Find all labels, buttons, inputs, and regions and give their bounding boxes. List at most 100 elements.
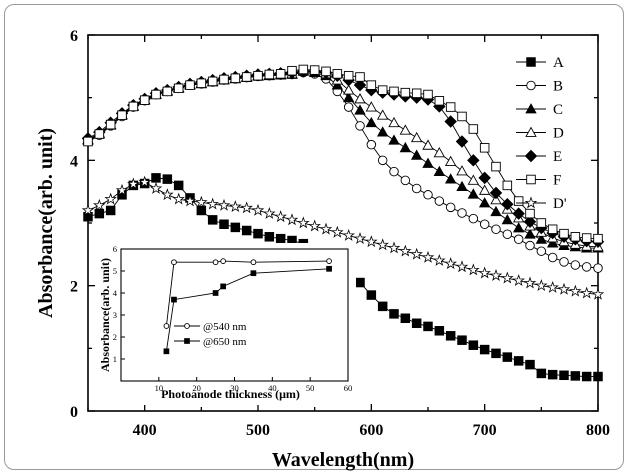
data-point [343,70,354,81]
data-point [342,91,355,103]
data-point [457,208,467,218]
data-point [502,352,513,362]
data-point [501,271,514,284]
data-point [275,69,286,79]
inset-data-point [171,259,177,266]
data-point [115,183,129,196]
data-point [219,74,229,85]
inset-plot: 10 20 30 40 50 60 1 2 3 4 5 6 Photoanode thickness (… [98,244,352,401]
data-point [444,257,457,270]
data-point [161,188,174,201]
data-point [376,238,389,251]
x-tick-label: 600 [359,422,383,439]
data-point [559,257,569,267]
data-point [445,102,456,112]
inset-series-540nm [163,258,332,329]
data-point [173,83,184,94]
data-point [457,111,467,122]
data-point [399,124,412,135]
data-point [94,129,105,139]
inset-legend-label: @540 nm [203,321,247,333]
data-point [525,240,535,251]
inset-x-tick-label: 50 [306,383,315,393]
data-point [217,198,231,211]
inset-y-tick-label: 1 [113,354,117,364]
data-point [185,80,195,90]
data-point [445,202,456,213]
data-point [546,237,559,248]
inset-legend-marker [184,338,190,344]
data-point [491,161,501,172]
data-point [128,101,139,112]
inset-data-point [220,258,227,264]
data-point [434,196,445,206]
data-point [423,190,433,200]
data-point [263,207,276,219]
data-point [308,219,321,232]
data-point [389,86,399,97]
data-point [377,85,388,95]
inset-y-tick-label: 4 [113,288,118,298]
data-point [557,282,571,295]
data-point [389,166,399,177]
data-point [512,222,525,233]
data-point [501,213,514,225]
inset-legend: @540 nm @650 nm [174,321,247,348]
data-point [479,143,490,153]
data-point [183,194,197,207]
data-point [253,228,263,239]
legend-label: E [553,149,562,165]
legend-marker [525,103,537,114]
legend-label: B [553,79,563,95]
data-point [468,213,479,224]
data-point [591,287,605,300]
data-point [593,233,603,244]
inset-x-tick-label: 10 [155,383,164,393]
data-point [423,321,433,332]
data-point [444,173,457,184]
series-line [87,69,599,240]
data-point [513,196,524,206]
x-axis-label: Wavelength(nm) [272,449,414,471]
data-point [355,72,365,82]
data-point [139,95,150,105]
data-point [319,222,333,235]
data-point [478,197,491,208]
inset-data-point [220,283,227,290]
inset-y-tick-label: 3 [113,310,117,320]
data-point [343,102,354,112]
legend-label: D' [553,196,567,212]
data-point [81,203,95,216]
data-point [523,276,537,289]
data-point [354,93,366,104]
data-point [570,371,581,381]
data-point [423,89,433,100]
inset-data-point [212,290,219,296]
data-point [478,266,491,279]
data-point [445,331,456,341]
data-point [525,359,535,370]
data-point [206,197,219,210]
data-point [388,116,400,128]
data-point [229,200,242,213]
data-point [219,219,229,230]
data-point [569,284,582,297]
x-tick-label: 500 [246,422,270,439]
data-point [355,121,365,131]
data-point [207,76,218,87]
data-point [593,263,603,273]
data-point [434,326,445,336]
data-point [525,208,535,219]
y-tick-label: 2 [70,279,78,296]
data-point [332,69,343,79]
inset-y-axis-label: Absorbance(arb. unit) [98,258,112,372]
inset-data-point [171,296,177,303]
legend-marker [526,57,536,67]
data-point [207,215,218,225]
data-point [491,224,501,235]
data-point [467,188,480,199]
data-point [513,234,524,245]
data-point [298,64,309,75]
data-point [489,186,503,200]
inset-data-point [212,259,219,266]
